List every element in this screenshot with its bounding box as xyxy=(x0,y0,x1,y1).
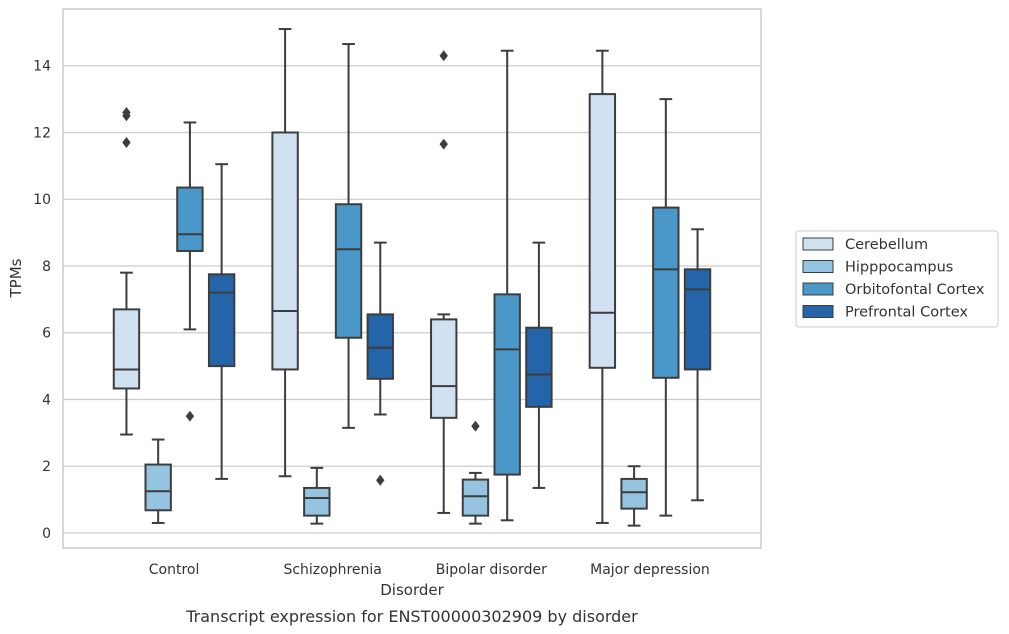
box-iqr xyxy=(588,93,617,369)
box-cerebellum-3 xyxy=(588,49,617,524)
box-iqr xyxy=(430,318,458,419)
box-orbitofontal-cortex-0 xyxy=(176,121,204,422)
x-axis-label: Disorder xyxy=(380,581,444,599)
y-tick-label: 8 xyxy=(42,259,51,275)
boxes xyxy=(112,28,712,527)
box-iqr xyxy=(112,308,141,390)
x-tick-label: Schizophrenia xyxy=(283,562,381,578)
box-iqr xyxy=(303,486,331,517)
legend-swatch xyxy=(802,282,834,296)
box-orbitofontal-cortex-2 xyxy=(493,49,521,522)
box-hipppocampus-2 xyxy=(461,420,490,525)
chart-caption: Transcript expression for ENST0000030290… xyxy=(185,607,638,626)
box-hipppocampus-0 xyxy=(144,438,172,524)
legend-label: Orbitofontal Cortex xyxy=(845,282,985,298)
legend-swatch xyxy=(802,305,834,318)
legend-label: Cerebellum xyxy=(845,237,928,253)
box-prefrontal-cortex-1 xyxy=(366,241,394,486)
box-hipppocampus-1 xyxy=(303,466,331,525)
legend: Cerebellum Hipppocampus Orbitofontal Corte… xyxy=(795,230,999,328)
outlier-point xyxy=(471,420,480,432)
y-tick-label: 14 xyxy=(33,59,51,75)
box-iqr xyxy=(620,477,648,510)
x-tick-label: Bipolar disorder xyxy=(436,562,547,578)
box-iqr xyxy=(271,131,299,371)
box-prefrontal-cortex-3 xyxy=(683,228,712,502)
outlier-point xyxy=(122,107,131,118)
outlier-point xyxy=(376,474,385,486)
box-iqr xyxy=(176,186,204,252)
x-tick-label: Control xyxy=(149,562,200,578)
box-prefrontal-cortex-2 xyxy=(525,241,553,489)
box-hipppocampus-3 xyxy=(620,465,648,527)
x-tick-label: Major depression xyxy=(590,562,710,578)
box-iqr xyxy=(461,478,490,517)
legend-label: Hipppocampus xyxy=(845,260,953,276)
outlier-point xyxy=(439,50,448,62)
outlier-point xyxy=(439,138,448,150)
box-iqr xyxy=(366,313,394,380)
box-cerebellum-1 xyxy=(271,28,299,478)
legend-swatch xyxy=(802,260,834,273)
legend-frame xyxy=(795,230,999,328)
box-orbitofontal-cortex-3 xyxy=(652,98,680,517)
legend-label: Prefrontal Cortex xyxy=(845,305,968,321)
y-tick-label: 6 xyxy=(42,326,51,342)
box-cerebellum-2 xyxy=(430,50,458,514)
box-orbitofontal-cortex-1 xyxy=(334,43,363,429)
box-iqr xyxy=(525,326,553,408)
legend-swatch xyxy=(802,237,834,251)
y-tick-label: 10 xyxy=(33,192,51,208)
y-tick-label: 12 xyxy=(33,125,51,141)
box-prefrontal-cortex-0 xyxy=(207,163,236,480)
plot-frame xyxy=(62,8,762,549)
y-axis-label: TPMs xyxy=(7,258,25,298)
box-cerebellum-0 xyxy=(112,107,141,436)
box-iqr xyxy=(334,203,363,339)
box-iqr xyxy=(493,293,521,476)
box-iqr xyxy=(652,206,680,379)
box-iqr xyxy=(207,273,236,368)
y-axis-ticks: 0 2 4 6 8 10 12 14 xyxy=(33,59,51,542)
x-axis-ticks: Control Schizophrenia Bipolar disorder Majo… xyxy=(149,562,710,578)
box-iqr xyxy=(144,463,172,512)
outlier-point xyxy=(122,137,131,148)
box-iqr xyxy=(683,268,712,371)
y-tick-label: 2 xyxy=(42,459,51,475)
outlier-point xyxy=(185,410,195,422)
y-tick-label: 0 xyxy=(42,526,51,542)
y-tick-label: 4 xyxy=(42,392,51,408)
